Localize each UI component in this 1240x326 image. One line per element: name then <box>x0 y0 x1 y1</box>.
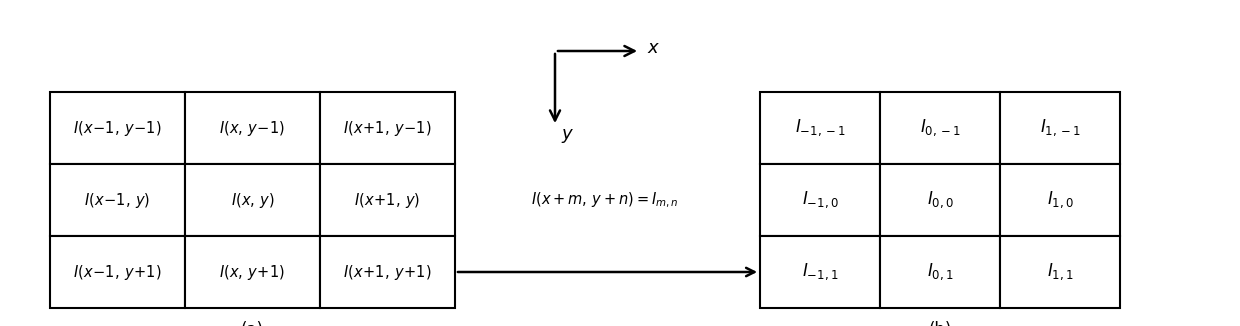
Text: $y$: $y$ <box>560 127 574 145</box>
Text: $I(x\!-\!1,\,y\!+\!1)$: $I(x\!-\!1,\,y\!+\!1)$ <box>73 262 161 281</box>
Text: $I_{0,-1}$: $I_{0,-1}$ <box>920 118 961 138</box>
Bar <box>320 92 455 164</box>
Bar <box>185 92 320 164</box>
Bar <box>50 92 185 164</box>
Bar <box>320 236 455 308</box>
Text: $I_{1,-1}$: $I_{1,-1}$ <box>1039 118 1080 138</box>
Text: $I(x\!+\!1,\,y)$: $I(x\!+\!1,\,y)$ <box>355 190 420 210</box>
Bar <box>50 236 185 308</box>
Text: $I_{-1,-1}$: $I_{-1,-1}$ <box>795 118 846 138</box>
Text: (b): (b) <box>929 321 951 326</box>
Bar <box>760 236 880 308</box>
Text: $I(x\!+\!1,\,y\!+\!1)$: $I(x\!+\!1,\,y\!+\!1)$ <box>343 262 432 281</box>
Text: $x$: $x$ <box>647 39 660 57</box>
Text: $I_{-1,1}$: $I_{-1,1}$ <box>802 262 838 282</box>
Text: $I_{1,1}$: $I_{1,1}$ <box>1047 262 1074 282</box>
Bar <box>880 236 999 308</box>
Text: $I(x+m,\,y+n)=I_{m,n}$: $I(x+m,\,y+n)=I_{m,n}$ <box>531 190 678 210</box>
Text: $I(x\!-\!1,\,y\!-\!1)$: $I(x\!-\!1,\,y\!-\!1)$ <box>73 118 161 138</box>
Text: $I_{0,0}$: $I_{0,0}$ <box>926 190 954 210</box>
Text: $I(x\!+\!1,\,y\!-\!1)$: $I(x\!+\!1,\,y\!-\!1)$ <box>343 118 432 138</box>
Bar <box>999 164 1120 236</box>
Bar <box>999 92 1120 164</box>
Bar <box>760 164 880 236</box>
Text: (a): (a) <box>241 321 264 326</box>
Text: $I(x,\,y\!+\!1)$: $I(x,\,y\!+\!1)$ <box>219 262 285 281</box>
Text: $I_{1,0}$: $I_{1,0}$ <box>1047 190 1074 210</box>
Text: $I(x,\,y\!-\!1)$: $I(x,\,y\!-\!1)$ <box>219 118 285 138</box>
Text: $I(x\!-\!1,\,y)$: $I(x\!-\!1,\,y)$ <box>84 190 150 210</box>
Bar <box>880 164 999 236</box>
Bar <box>320 164 455 236</box>
Text: $I_{-1,0}$: $I_{-1,0}$ <box>802 190 838 210</box>
Bar <box>880 92 999 164</box>
Bar <box>50 164 185 236</box>
Bar <box>185 236 320 308</box>
Bar <box>185 164 320 236</box>
Text: $I(x,\,y)$: $I(x,\,y)$ <box>231 190 274 210</box>
Bar <box>760 92 880 164</box>
Bar <box>999 236 1120 308</box>
Text: $I_{0,1}$: $I_{0,1}$ <box>926 262 954 282</box>
